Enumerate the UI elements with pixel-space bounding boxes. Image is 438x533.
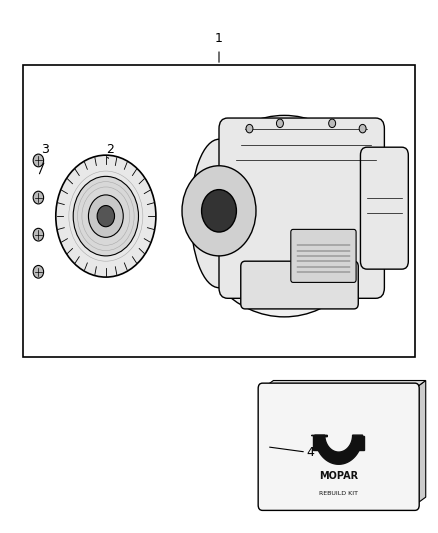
FancyBboxPatch shape [291,229,356,282]
Text: 1: 1 [215,32,223,45]
Polygon shape [313,435,321,450]
Circle shape [88,195,123,237]
Circle shape [33,228,44,241]
Circle shape [328,119,336,127]
Polygon shape [262,381,426,389]
FancyBboxPatch shape [23,65,415,357]
Circle shape [359,124,366,133]
Circle shape [97,206,115,227]
FancyBboxPatch shape [241,261,358,309]
Circle shape [182,166,256,256]
FancyBboxPatch shape [258,383,419,511]
Text: 2: 2 [106,143,114,156]
Text: 4: 4 [307,446,314,458]
Ellipse shape [191,139,247,288]
Circle shape [33,191,44,204]
Polygon shape [415,381,426,505]
Circle shape [201,190,237,232]
Polygon shape [357,435,364,450]
Text: REBUILD KIT: REBUILD KIT [319,491,358,496]
FancyBboxPatch shape [219,118,385,298]
Circle shape [33,265,44,278]
Circle shape [56,155,156,277]
Ellipse shape [193,115,376,317]
Circle shape [73,176,138,256]
Circle shape [246,124,253,133]
Circle shape [33,154,44,167]
Circle shape [276,119,283,127]
Text: 3: 3 [41,143,49,156]
Polygon shape [315,435,363,464]
Text: MOPAR: MOPAR [319,471,358,481]
FancyBboxPatch shape [360,147,408,269]
